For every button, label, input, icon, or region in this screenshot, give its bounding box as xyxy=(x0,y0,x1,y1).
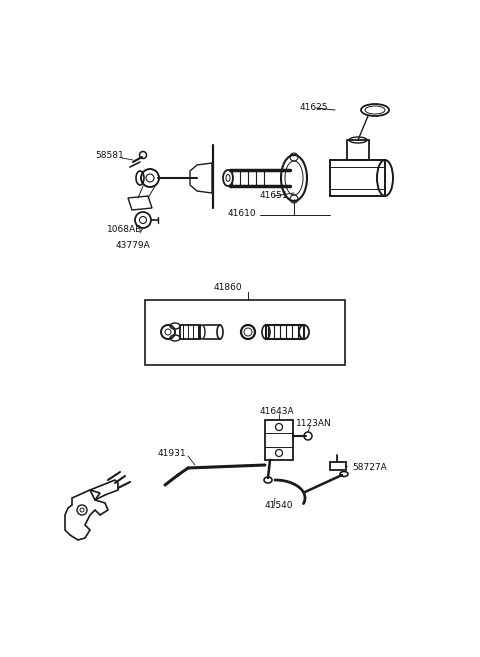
Bar xyxy=(145,300,345,365)
Text: 41625: 41625 xyxy=(300,104,328,112)
Text: 1123AN: 1123AN xyxy=(296,420,332,428)
Bar xyxy=(266,325,304,339)
Text: 41540: 41540 xyxy=(265,501,293,509)
Text: 58727A: 58727A xyxy=(352,463,387,472)
Text: 41860: 41860 xyxy=(214,284,242,292)
Bar xyxy=(180,325,200,339)
Text: 41651: 41651 xyxy=(260,191,288,200)
Text: 58581: 58581 xyxy=(95,150,124,160)
Text: 1068AB: 1068AB xyxy=(107,225,142,235)
Text: 43779A: 43779A xyxy=(116,240,151,250)
Text: 41643A: 41643A xyxy=(260,407,295,417)
Bar xyxy=(265,420,293,460)
Bar xyxy=(330,160,385,196)
Bar xyxy=(347,140,369,160)
Text: 41610: 41610 xyxy=(228,208,257,217)
Bar xyxy=(330,462,346,470)
Text: 41931: 41931 xyxy=(158,449,187,457)
